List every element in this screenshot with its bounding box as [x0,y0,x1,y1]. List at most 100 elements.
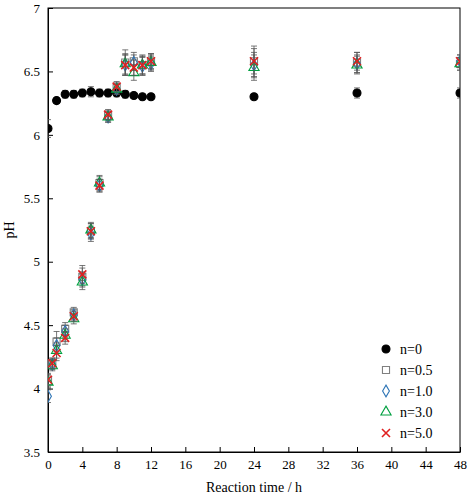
legend-marker [383,385,390,397]
tick-mark [48,325,53,326]
legend-item: n=0 [382,342,422,357]
tick: 24 [248,447,262,472]
point [130,64,138,72]
tick: 5.5 [24,191,53,206]
point [70,309,77,321]
tick-label: 20 [214,457,227,472]
legend-marker [382,366,389,373]
tick: 40 [385,447,398,472]
tick-label: 4 [34,381,41,396]
tick: 8 [114,447,121,472]
tick-mark [391,447,392,452]
tick-label: 44 [420,457,434,472]
error-bar [354,52,360,72]
error-bar [457,88,460,98]
point [78,89,86,97]
tick: 7 [34,1,54,16]
point [48,360,57,369]
tick: 6.5 [24,64,53,79]
tick: 12 [145,447,158,472]
error-bar [139,55,145,75]
error-bar [139,56,145,74]
tick-label: 6.5 [24,64,40,79]
tick-mark [323,447,324,452]
tick-label: 48 [454,457,467,472]
point [61,90,69,98]
tick-mark [48,135,53,136]
tick-mark [48,71,53,72]
legend-marker [382,429,390,437]
point [48,125,52,133]
point [53,97,61,105]
error-bar [131,60,137,75]
point [456,57,460,65]
point [87,88,95,96]
tick: 36 [351,447,365,472]
error-bar [54,345,60,360]
x-axis: 04812162024283236404448 [45,447,467,472]
tick-mark [82,447,83,452]
y-axis-title: pH [2,221,17,238]
tick: 44 [420,447,434,472]
tick-mark [220,447,221,452]
error-bar [251,46,257,76]
error-bar [457,55,460,68]
point [456,89,460,97]
point [147,57,155,65]
error-bar [122,55,128,75]
tick-label: 4.5 [24,318,40,333]
point [104,111,112,119]
error-bar [105,109,111,119]
error-bar [97,89,103,97]
legend-item: n=3.0 [381,405,433,420]
error-bar [71,311,77,321]
point [70,90,78,98]
point [87,227,95,235]
tick-label: 4 [80,457,87,472]
point [96,89,104,97]
error-bar [354,52,360,70]
point [78,270,86,278]
error-bar [48,373,51,386]
error-bar [148,54,154,69]
axis-line [49,452,461,453]
error-bar [97,179,103,192]
tick-mark [117,447,118,452]
legend-label: n=0.5 [400,363,432,378]
tick-label: 7 [34,1,41,16]
tick: 5 [34,254,54,269]
tick-mark [151,447,152,452]
point [104,89,112,97]
tick-label: 5.5 [24,191,40,206]
tick-mark [288,447,289,452]
plot-frame [48,8,460,452]
error-bar [114,82,120,92]
point [48,376,52,384]
error-bar [122,55,128,75]
tick: 32 [317,447,330,472]
point [130,92,138,100]
error-bar [49,358,55,368]
tick-mark [426,447,427,452]
series [48,52,460,402]
error-bar [48,390,51,403]
tick: 4.5 [24,318,53,333]
point [48,390,51,402]
tick-label: 8 [114,457,121,472]
series [48,49,460,386]
tick-label: 28 [282,457,295,472]
legend-label: n=1.0 [400,384,432,399]
error-bar [105,89,111,97]
point [455,58,460,67]
tick-mark [357,447,358,452]
series [48,54,460,389]
legend-item: n=0.5 [382,363,432,378]
legend: n=0n=0.5n=1.0n=3.0n=5.0 [381,342,433,441]
error-bar [88,87,94,97]
legend-marker [381,406,391,415]
point [121,90,129,98]
tick: 4 [80,447,87,472]
point [113,83,121,91]
legend-label: n=0 [400,342,422,357]
tick: 3.5 [24,445,53,460]
